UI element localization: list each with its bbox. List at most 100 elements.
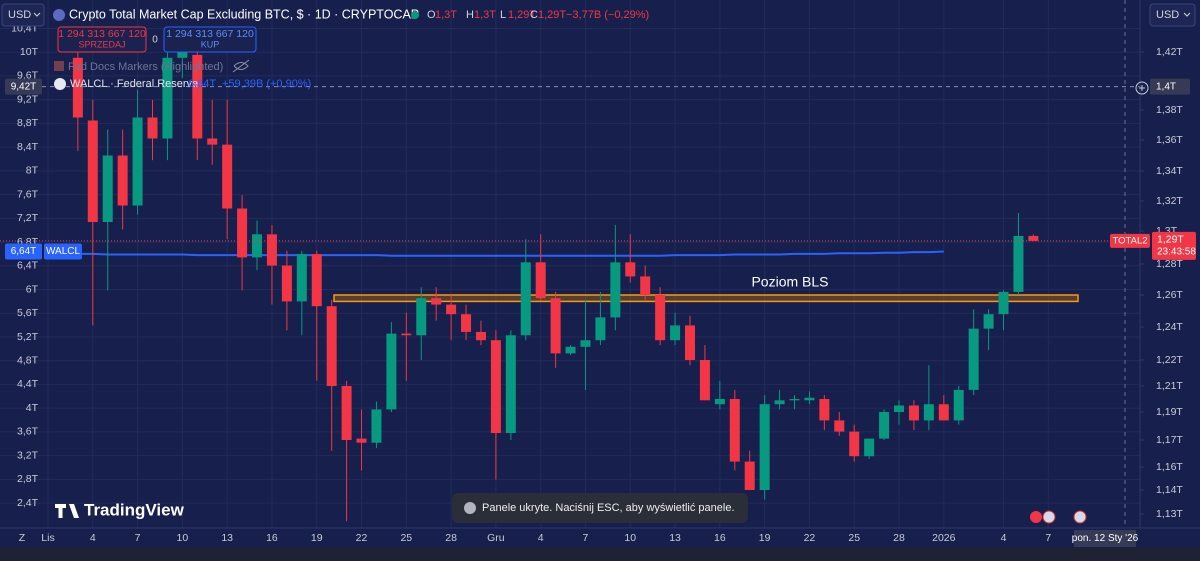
y2-tick-label: 1,36T	[1156, 134, 1183, 146]
sell-button[interactable]	[57, 26, 147, 53]
candle-body	[684, 325, 695, 360]
candle-body	[132, 117, 143, 206]
candle-body	[625, 262, 636, 277]
currency-dropdown[interactable]	[1149, 3, 1196, 27]
x-tick-label: 4	[90, 532, 96, 544]
walcl-legend: WALCL · Federal Reserve	[70, 78, 198, 90]
x-tick-label: 4	[538, 532, 544, 544]
candle-body	[475, 331, 486, 341]
walcl-value-box	[5, 243, 42, 260]
candle-body	[983, 314, 994, 329]
candle-body	[879, 412, 890, 439]
flag-icon[interactable]	[1073, 510, 1087, 524]
hide-icon[interactable]	[232, 59, 250, 73]
walcl-name: WALCL	[46, 246, 81, 257]
add-button[interactable]	[1135, 81, 1149, 95]
candle-body	[431, 298, 442, 305]
candle-body	[311, 254, 322, 307]
candle-body	[222, 144, 233, 209]
walcl-legend-value: 6,64T	[188, 78, 216, 90]
candle-body	[729, 399, 740, 462]
info-icon	[464, 502, 476, 514]
fed-docs-legend: Fed Docs Markers (Highlighted)	[68, 61, 223, 73]
y-tick-label: 7,6T	[17, 188, 39, 200]
y-tick-label: 8,4T	[17, 141, 39, 153]
walcl-value: 6,64T	[11, 246, 37, 257]
y2-tick-label: 1,19T	[1156, 406, 1183, 418]
candle-body	[953, 389, 964, 421]
y-tick-label: 5,2T	[17, 331, 39, 343]
y-tick-label: 10T	[20, 46, 39, 58]
chevron	[1183, 12, 1191, 17]
y-tick-label: 6T	[26, 283, 39, 295]
x-tick-label: 2026	[932, 532, 956, 544]
candle-body	[595, 317, 606, 341]
crosshair-left: 9,42T	[11, 81, 37, 92]
candle-body	[266, 234, 277, 266]
candle-body	[117, 155, 128, 206]
candle-body	[490, 340, 501, 433]
candle-body	[774, 400, 785, 405]
walcl-line	[48, 250, 944, 257]
x-tick-label: 28	[445, 532, 457, 544]
buy-button[interactable]	[163, 26, 257, 53]
candle-body	[207, 138, 218, 145]
y2-tick-label: 1,24T	[1156, 321, 1183, 333]
y-tick-label: 4,8T	[17, 354, 39, 366]
candle-body	[640, 276, 651, 295]
candle-body	[520, 262, 531, 336]
candle-body	[296, 254, 307, 302]
x-tick-label: 16	[714, 532, 726, 544]
currency-label: USD	[8, 9, 31, 21]
candle-body	[401, 333, 412, 336]
candle-body	[326, 306, 337, 386]
bls-zone	[333, 294, 1079, 303]
candle-body	[192, 54, 203, 139]
candle-body	[819, 399, 830, 421]
candle-body	[386, 333, 397, 410]
ohlc-change: −3,77B (−0,29%)	[566, 9, 649, 21]
y-tick-label: 9,2T	[17, 93, 39, 105]
candle-body	[759, 404, 770, 490]
candle-body	[341, 386, 352, 440]
plot: Poziom BLS	[0, 37, 1140, 522]
candle-body	[535, 262, 546, 299]
x-tick-label: 7	[135, 532, 141, 544]
buy-label: KUP	[201, 39, 220, 49]
ohlc-value: 1,3T	[474, 9, 496, 21]
candle-body	[894, 405, 905, 412]
x-tick-label: 4	[1001, 532, 1007, 544]
y2-tick-label: 1,14T	[1156, 484, 1183, 496]
x-tick-label: 13	[669, 532, 681, 544]
x-tick-label: 7	[1045, 532, 1051, 544]
currency-dropdown[interactable]	[1, 3, 45, 27]
candle-body	[834, 420, 845, 432]
crosshair-right: 1,4T	[1156, 81, 1176, 92]
ohlc-key: H	[466, 9, 474, 21]
y2-tick-label: 1,13T	[1156, 508, 1183, 520]
event-icon[interactable]	[1030, 511, 1042, 523]
y2-tick-label: 1,34T	[1156, 165, 1183, 177]
candle-body	[998, 291, 1009, 315]
logo-text: TradingView	[84, 500, 185, 519]
x-tick-label: 10	[177, 532, 189, 544]
x-tick-label: 25	[848, 532, 860, 544]
x-tick-label: 19	[311, 532, 323, 544]
candle-body	[908, 405, 919, 421]
y-tick-label: 4,4T	[17, 378, 39, 390]
y2-tick-label: 1,28T	[1156, 258, 1183, 270]
candle-body	[789, 399, 800, 401]
x-tick-label: 25	[400, 532, 412, 544]
y2-tick-label: 1,42T	[1156, 46, 1183, 58]
grid	[0, 0, 1140, 528]
crosshair-box	[1150, 78, 1190, 95]
crosshair-date: pon. 12 Sty '26	[1072, 533, 1139, 544]
y-tick-label: 3,6T	[17, 426, 39, 438]
ohlc-key: O	[427, 9, 436, 21]
y2-tick-label: 1,38T	[1156, 104, 1183, 116]
x-tick-label: 22	[356, 532, 368, 544]
candle-body	[356, 438, 367, 443]
flag-icon[interactable]	[1042, 510, 1056, 524]
candle-body	[804, 397, 815, 401]
y-tick-label: 8,8T	[17, 117, 39, 129]
